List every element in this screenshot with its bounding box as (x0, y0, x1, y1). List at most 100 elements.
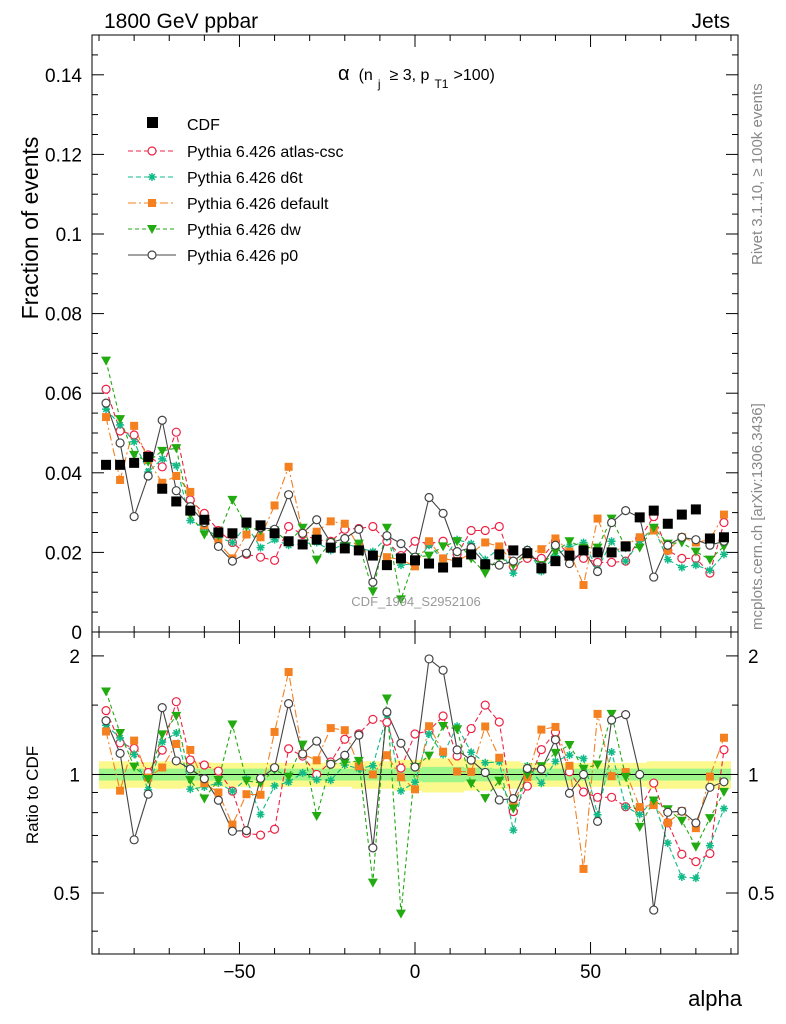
ratio-series-point-4 (719, 777, 729, 787)
ratio-series-point-1 (312, 775, 321, 784)
ratio-series-point-2 (411, 785, 419, 794)
ratio-series-point-2 (228, 820, 237, 829)
legend-label-0: Pythia 6.426 atlas-csc (187, 144, 344, 161)
ratio-series-point-2 (467, 767, 476, 776)
ratio-series-point-1 (719, 804, 728, 813)
title-sub-j: j (377, 77, 381, 91)
legend-marker-0 (147, 146, 157, 156)
series-point-3 (101, 356, 112, 366)
ratio-series-point-2 (396, 773, 405, 782)
ratio-series-point-3 (480, 794, 491, 804)
ratio-series-point-2 (382, 751, 391, 760)
series-point-4 (101, 398, 111, 408)
ratio-series-point-4 (241, 826, 252, 836)
series-point-0 (171, 427, 181, 437)
ratio-series-point-3 (550, 748, 561, 758)
series-point-3 (367, 587, 378, 597)
series-point-4 (143, 471, 153, 481)
ratio-series-point-1 (537, 779, 546, 788)
ratio-series-point-1 (607, 748, 616, 757)
ratio-series-point-2 (663, 818, 672, 827)
ratio-series-point-2 (607, 772, 616, 781)
ratio-series-point-3 (424, 751, 435, 761)
series-point-1 (705, 566, 714, 575)
ratio-series-point-0 (255, 830, 266, 840)
series-point-3 (171, 444, 182, 454)
series-point-4 (157, 415, 167, 425)
series-point-2 (382, 553, 391, 562)
ratio-series-point-3 (297, 740, 308, 750)
series-point-1 (228, 538, 237, 547)
series-point-1 (130, 437, 139, 446)
series-point-4 (438, 508, 448, 518)
ratio-y-tick-label-right: 0.5 (748, 884, 774, 905)
ratio-series-point-3 (311, 811, 322, 821)
ratio-series-point-1 (256, 810, 265, 819)
tick-labels: −50 0 50 0.02 0.04 0.06 0.08 0.1 0.12 0.14 0 0.5 0.5… (45, 66, 774, 983)
ratio-series-point-2 (368, 770, 377, 779)
ratio-series-point-4 (649, 905, 659, 915)
ratio-series-point-4 (101, 716, 111, 726)
cdf-data-point (424, 558, 435, 569)
series-line-3 (105, 360, 725, 602)
ratio-series-point-2 (186, 745, 195, 754)
ratio-series-point-2 (340, 726, 349, 735)
series-point-3 (199, 530, 210, 540)
series-point-4 (621, 506, 631, 516)
ratio-series-point-4 (115, 748, 125, 759)
series-point-2 (116, 475, 125, 484)
ratio-series-point-0 (284, 744, 294, 754)
ratio-series-point-0 (101, 706, 111, 716)
ratio-series-point-1 (326, 776, 335, 785)
ratio-series-point-3 (171, 711, 182, 721)
ratio-series-point-3 (690, 842, 701, 852)
ratio-series-point-3 (634, 822, 645, 832)
legend-label-3: Pythia 6.426 dw (187, 222, 301, 239)
series-point-3 (438, 542, 449, 552)
cdf-data-point (662, 518, 673, 529)
axis-ticks (92, 34, 738, 954)
ratio-series-point-2 (691, 824, 700, 833)
ratio-series-point-3 (381, 694, 392, 704)
title-close: >100) (453, 67, 494, 84)
cdf-data-point (101, 459, 112, 470)
ratio-series-point-0 (607, 792, 617, 802)
legend: CDF Pythia 6.426 atlas-csc Pythia 6.426 d… (128, 117, 344, 265)
ratio-series-point-2 (495, 753, 504, 762)
cdf-data-point (185, 505, 196, 516)
ratio-series-point-0 (691, 857, 701, 867)
ratio-series-point-3 (466, 779, 477, 789)
series-point-4 (382, 531, 392, 541)
ratio-series-point-1 (691, 874, 700, 883)
series-point-0 (578, 553, 589, 563)
title-open: (n (359, 67, 373, 84)
ratio-series-point-4 (382, 707, 392, 717)
cdf-data-point (634, 512, 645, 523)
ratio-series-point-3 (143, 775, 154, 785)
ratio-series-point-4 (227, 826, 238, 836)
ratio-series-point-3 (213, 776, 224, 786)
y-tick-label: 0.08 (45, 305, 82, 326)
ratio-series-point-1 (509, 826, 518, 835)
ratio-series-point-1 (411, 778, 419, 787)
series-point-1 (677, 563, 686, 572)
ratio-series-point-4 (269, 763, 280, 773)
cdf-data-point (592, 547, 603, 558)
ratio-series-point-3 (129, 762, 140, 772)
ratio-series-point-0 (719, 745, 729, 755)
series-point-2 (579, 581, 588, 590)
cdf-data-point (353, 545, 364, 556)
series-point-3 (227, 495, 238, 505)
ratio-series-point-0 (382, 717, 392, 727)
energy-label: 1800 GeV ppbar (104, 10, 258, 33)
series-point-0 (607, 557, 617, 567)
ratio-series-point-1 (130, 750, 139, 759)
ratio-series-point-3 (508, 804, 519, 814)
series-point-4 (340, 533, 350, 544)
series-point-4 (298, 528, 308, 538)
ratio-series-point-2 (453, 767, 462, 776)
series-point-4 (227, 556, 238, 566)
ratio-series-point-4 (213, 795, 223, 805)
legend-label-4: Pythia 6.426 p0 (187, 248, 298, 265)
series-point-2 (270, 501, 279, 510)
